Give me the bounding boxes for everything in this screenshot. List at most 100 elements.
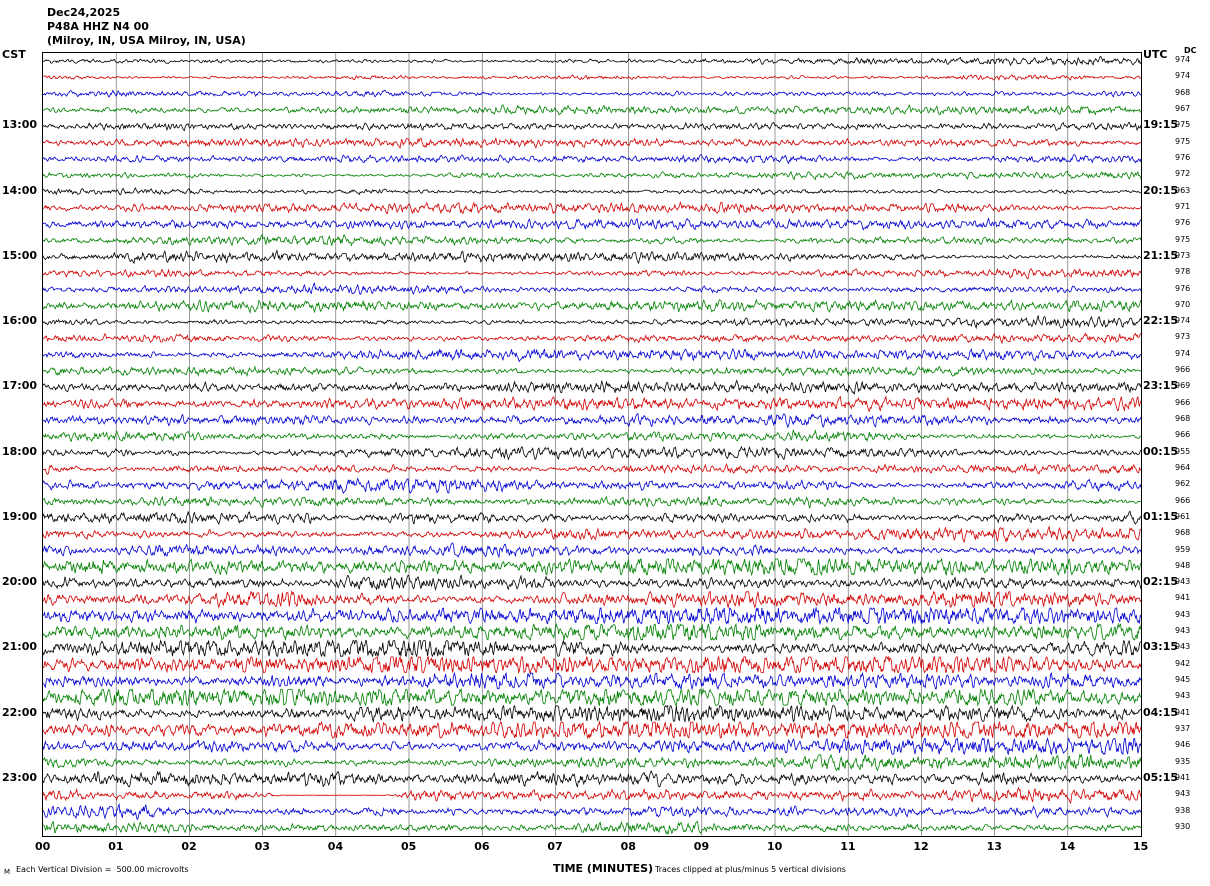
dc-value: 930: [1175, 821, 1191, 831]
left-time-label: 23:00: [2, 770, 38, 784]
dc-value: 966: [1175, 495, 1191, 505]
dc-value: 970: [1175, 299, 1191, 309]
trace-line: [43, 332, 1141, 345]
dc-value: 974: [1175, 71, 1191, 81]
trace-line: [43, 136, 1141, 149]
trace-line: [43, 314, 1141, 330]
trace-line: [43, 786, 1141, 805]
trace-line: [43, 590, 1141, 609]
trace-line: [43, 379, 1141, 395]
left-time-label: 13:00: [2, 118, 38, 132]
left-time-label: 19:00: [2, 509, 38, 523]
left-time-label: 17:00: [2, 379, 38, 393]
trace-line: [43, 217, 1141, 231]
trace-line: [43, 395, 1141, 412]
right-time-label: 04:15: [1143, 705, 1179, 719]
left-axis-label: CST: [2, 48, 26, 61]
left-time-label: 21:00: [2, 640, 38, 654]
dc-value: 967: [1175, 104, 1191, 114]
right-time-label: 01:15: [1143, 509, 1179, 523]
dc-value: 943: [1175, 577, 1191, 587]
dc-value: 971: [1175, 201, 1191, 211]
dc-value: 966: [1175, 365, 1191, 375]
dc-value: 976: [1175, 153, 1191, 163]
trace-line: [43, 525, 1141, 543]
dc-value: 975: [1175, 136, 1191, 146]
trace-line: [43, 462, 1141, 475]
trace-line: [43, 282, 1141, 296]
left-time-label: 18:00: [2, 444, 38, 458]
footer-mark: M: [4, 868, 11, 876]
trace-line: [43, 365, 1141, 377]
dc-value: 942: [1175, 658, 1191, 668]
dc-value: 968: [1175, 414, 1191, 424]
dc-value: 948: [1175, 560, 1191, 570]
dc-value: 941: [1175, 772, 1191, 782]
dc-value: 978: [1175, 267, 1191, 277]
trace-line: [43, 753, 1141, 772]
trace-line: [43, 74, 1141, 81]
trace-line: [43, 267, 1141, 280]
dc-value: 975: [1175, 120, 1191, 130]
x-tick-label: 02: [181, 840, 197, 853]
x-tick-label: 11: [840, 840, 856, 853]
x-tick-label: 00: [35, 840, 51, 853]
trace-line: [43, 445, 1141, 461]
trace-line: [43, 477, 1141, 494]
dc-value: 972: [1175, 169, 1191, 179]
right-time-label: 23:15: [1143, 379, 1179, 393]
x-tick-label: 03: [254, 840, 270, 853]
dc-value: 973: [1175, 250, 1191, 260]
dc-value: 969: [1175, 381, 1191, 391]
trace-line: [43, 201, 1141, 215]
right-time-label: 22:15: [1143, 314, 1179, 328]
trace-line: [43, 704, 1141, 724]
trace-line: [43, 655, 1141, 674]
trace-line: [43, 428, 1141, 443]
trace-line: [43, 770, 1141, 788]
trace-line: [43, 153, 1141, 165]
x-tick-label: 07: [547, 840, 563, 853]
trace-line: [43, 687, 1141, 707]
footer-scale-note: Each Vertical Division = 500.00 microvol…: [16, 865, 189, 874]
dc-value: 943: [1175, 789, 1191, 799]
trace-line: [43, 720, 1141, 740]
trace-line: [43, 412, 1141, 429]
header-date: Dec24,2025: [47, 6, 121, 19]
trace-line: [43, 737, 1141, 756]
trace-line: [43, 347, 1141, 363]
x-tick-label: 05: [401, 840, 417, 853]
left-time-label: 16:00: [2, 314, 38, 328]
dc-value: 975: [1175, 234, 1191, 244]
x-tick-label: 06: [474, 840, 490, 853]
dc-value: 946: [1175, 740, 1191, 750]
dc-value: 943: [1175, 626, 1191, 636]
trace-line: [43, 187, 1141, 196]
trace-line: [43, 89, 1141, 98]
trace-line: [43, 249, 1141, 265]
dc-value: 941: [1175, 593, 1191, 603]
dc-value: 941: [1175, 707, 1191, 717]
right-time-label: 05:15: [1143, 770, 1179, 784]
trace-line: [43, 606, 1141, 626]
right-time-label: 00:15: [1143, 444, 1179, 458]
dc-value: 962: [1175, 479, 1191, 489]
dc-value: 976: [1175, 218, 1191, 228]
right-time-label: 03:15: [1143, 640, 1179, 654]
x-tick-label: 14: [1059, 840, 1076, 853]
dc-value: 935: [1175, 756, 1191, 766]
dc-value: 973: [1175, 332, 1191, 342]
dc-value: 966: [1175, 430, 1191, 440]
dc-value: 959: [1175, 544, 1191, 554]
x-tick-label: 10: [767, 840, 783, 853]
trace-line: [43, 55, 1141, 67]
dc-value: 976: [1175, 283, 1191, 293]
dc-value: 943: [1175, 609, 1191, 619]
x-tick-label: 09: [693, 840, 710, 853]
dc-value: 974: [1175, 55, 1191, 65]
left-time-label: 22:00: [2, 705, 38, 719]
dc-value: 974: [1175, 316, 1191, 326]
dc-value: 945: [1175, 675, 1191, 685]
trace-line: [43, 104, 1141, 116]
dc-value: 943: [1175, 642, 1191, 652]
